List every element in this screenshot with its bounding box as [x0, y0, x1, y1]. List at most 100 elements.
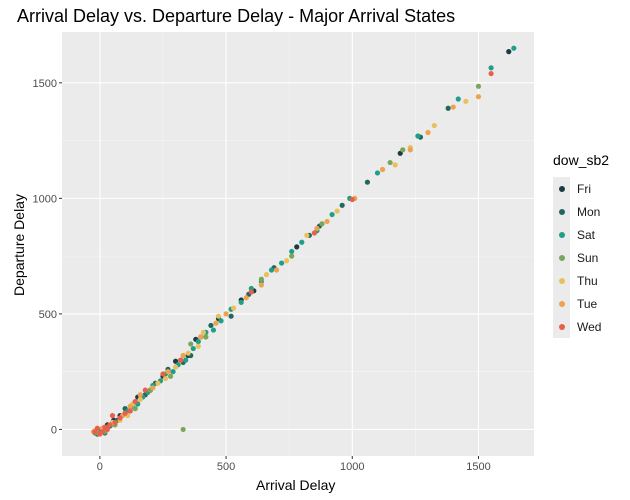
point-sun: [475, 83, 482, 89]
point-thu: [304, 232, 310, 238]
point-sat: [299, 239, 305, 245]
point-thu: [334, 208, 340, 214]
point-tue: [324, 218, 330, 225]
legend-key: [553, 292, 570, 315]
point-thu: [392, 162, 398, 168]
legend-dot: [558, 185, 565, 192]
point-mon: [208, 322, 214, 329]
point-sat: [329, 211, 335, 218]
point-sat: [183, 357, 189, 363]
point-wed: [311, 230, 318, 236]
chart-title: Arrival Delay vs. Departure Delay - Majo…: [17, 6, 456, 26]
data-points: [90, 45, 517, 437]
point-wed: [107, 422, 113, 428]
point-mon: [364, 179, 371, 185]
point-sun: [180, 426, 186, 433]
point-sat: [268, 267, 275, 273]
point-mon: [445, 105, 451, 111]
point-sat: [278, 260, 285, 266]
point-sat: [190, 345, 196, 352]
x-tick-label: 1000: [340, 461, 364, 473]
point-wed: [178, 357, 184, 363]
legend-label: Sun: [577, 250, 599, 265]
point-sat: [170, 369, 176, 375]
legend-key: [553, 269, 570, 292]
point-fri: [506, 49, 512, 55]
legend-dot: [558, 231, 565, 238]
point-wed: [102, 424, 108, 430]
point-tue: [475, 94, 482, 100]
point-thu: [172, 364, 179, 370]
point-thu: [284, 258, 290, 264]
point-thu: [155, 380, 161, 386]
x-tick-label: 500: [217, 461, 235, 473]
point-sat: [374, 170, 381, 176]
point-thu: [162, 375, 169, 382]
point-tue: [273, 267, 280, 273]
point-wed: [488, 70, 494, 77]
point-thu: [137, 396, 143, 402]
legend-title: dow_sb2: [553, 152, 610, 168]
legend-dot: [558, 323, 565, 330]
legend: dow_sb2 Fri Mon Sat Sun Thu Tue Wed: [553, 152, 628, 338]
point-tue: [150, 385, 156, 391]
y-tick-label: 500: [39, 309, 57, 321]
point-sun: [400, 147, 406, 153]
point-mon: [228, 313, 234, 319]
legend-key: [553, 223, 570, 246]
legend-dot: [558, 254, 565, 261]
point-wed: [127, 408, 133, 414]
point-wed: [142, 387, 148, 393]
legend-label: Sat: [577, 227, 596, 242]
y-axis-title: Departure Delay: [11, 194, 27, 296]
point-thu: [185, 350, 191, 356]
axis-ticks: 0 500 1000 1500 0 500 1000 1500: [33, 78, 491, 473]
legend-key: [553, 315, 570, 338]
point-wed: [122, 410, 128, 416]
legend-item-fri: Fri: [553, 177, 628, 200]
legend-item-sat: Sat: [553, 223, 628, 246]
legend-label: Wed: [577, 319, 602, 334]
legend-item-wed: Wed: [553, 315, 628, 338]
grid-lines: [62, 32, 534, 456]
point-sun: [188, 341, 194, 347]
legend-key: [553, 200, 570, 223]
point-sat: [511, 45, 517, 51]
point-sun: [258, 276, 265, 282]
y-tick-label: 1500: [33, 78, 57, 90]
point-wed: [97, 431, 103, 437]
point-tue: [137, 392, 143, 398]
point-sun: [387, 159, 393, 166]
point-tue: [314, 225, 320, 232]
point-tue: [165, 369, 171, 375]
point-wed: [248, 289, 254, 295]
legend-key: [553, 246, 570, 269]
point-sun: [319, 221, 325, 227]
point-sat: [289, 248, 295, 255]
point-sun: [203, 334, 209, 340]
point-thu: [200, 329, 206, 335]
point-mon: [339, 202, 345, 208]
point-wed: [160, 371, 166, 377]
point-thu: [195, 343, 201, 349]
y-tick-label: 0: [51, 424, 57, 436]
point-thu: [431, 122, 437, 129]
point-sun: [167, 373, 174, 379]
point-fri: [294, 244, 300, 250]
point-wed: [112, 419, 118, 426]
legend-label: Tue: [577, 296, 598, 311]
point-tue: [425, 129, 431, 136]
point-tue: [198, 334, 204, 340]
point-wed: [117, 415, 123, 421]
point-sat: [455, 96, 461, 102]
legend-item-thu: Thu: [553, 269, 628, 292]
point-sat: [238, 299, 244, 305]
point-thu: [463, 98, 469, 104]
point-tue: [243, 295, 249, 301]
point-thu: [231, 305, 237, 311]
legend-dot: [558, 277, 565, 284]
legend-item-tue: Tue: [553, 292, 628, 315]
point-tue: [379, 166, 386, 173]
point-tue: [213, 320, 219, 326]
